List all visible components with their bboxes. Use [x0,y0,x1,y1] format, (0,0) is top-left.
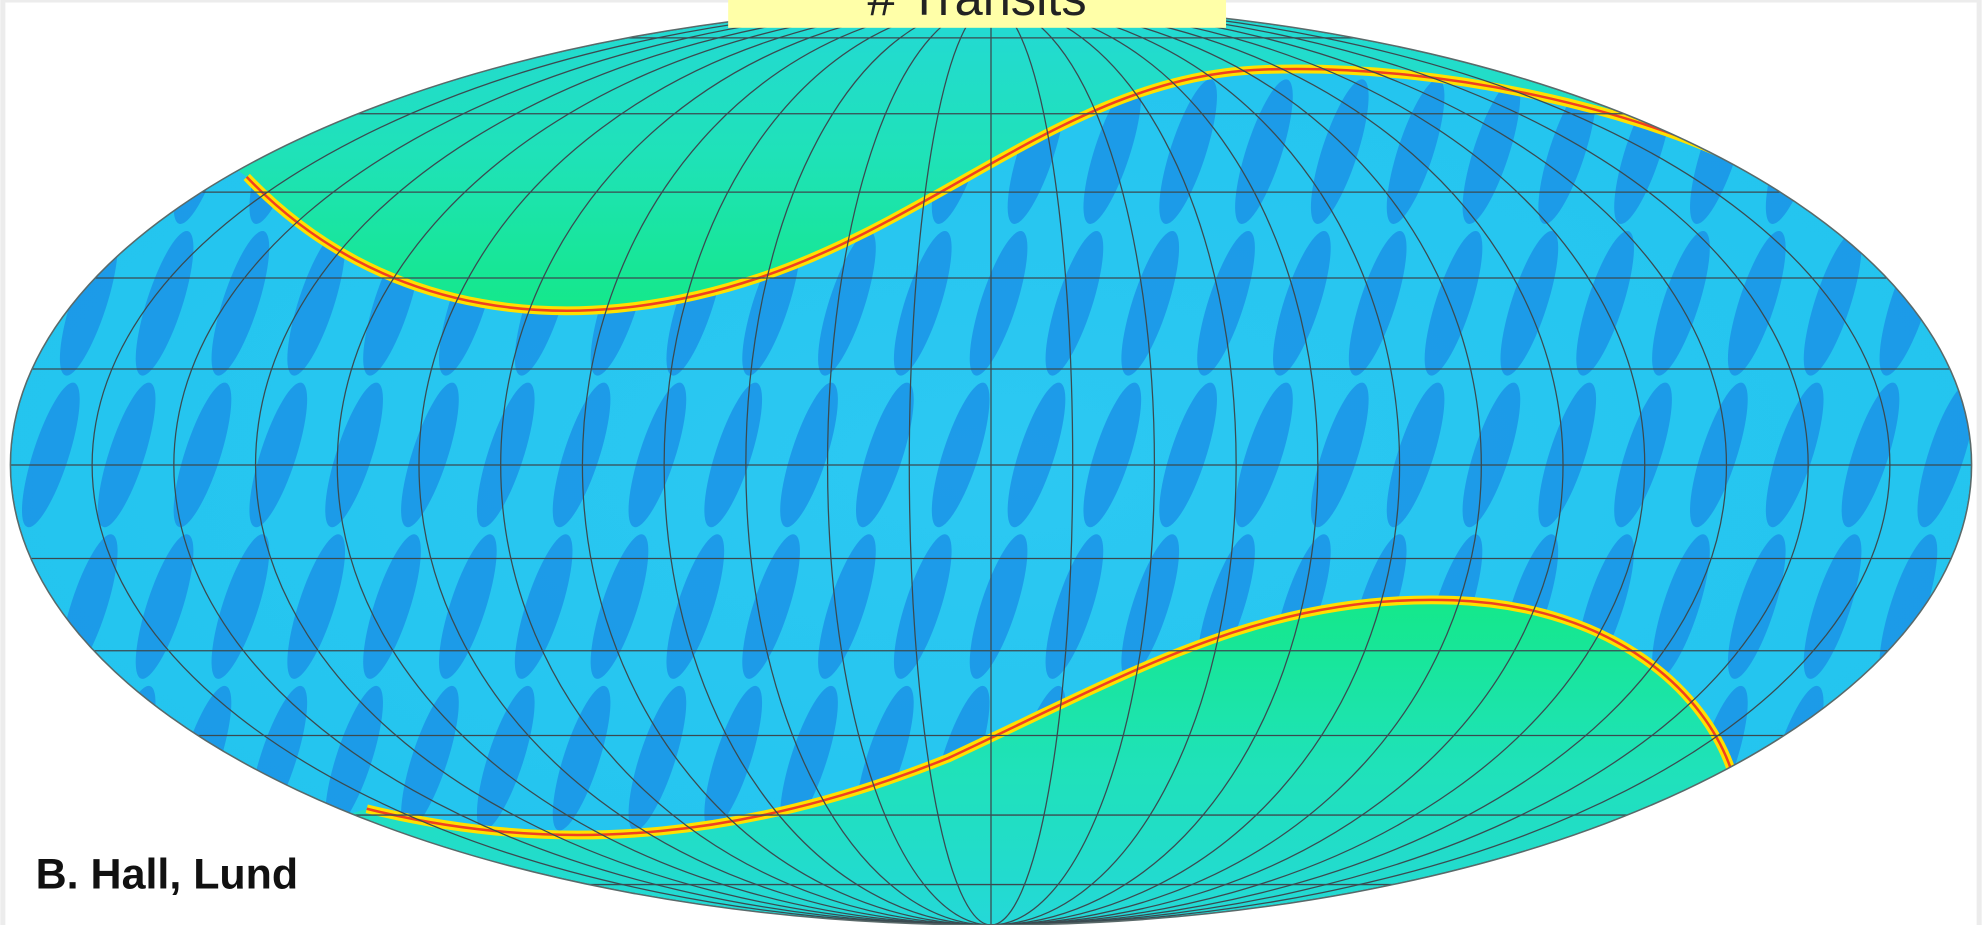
credit: B. Hall, Lund [36,850,298,898]
sky-map-slide: # Transits B. Hall, Lund [0,0,1982,925]
title-text: # Transits [868,0,1087,26]
page: {"title_box": {"text": "# Transits"}, "c… [0,0,1982,925]
